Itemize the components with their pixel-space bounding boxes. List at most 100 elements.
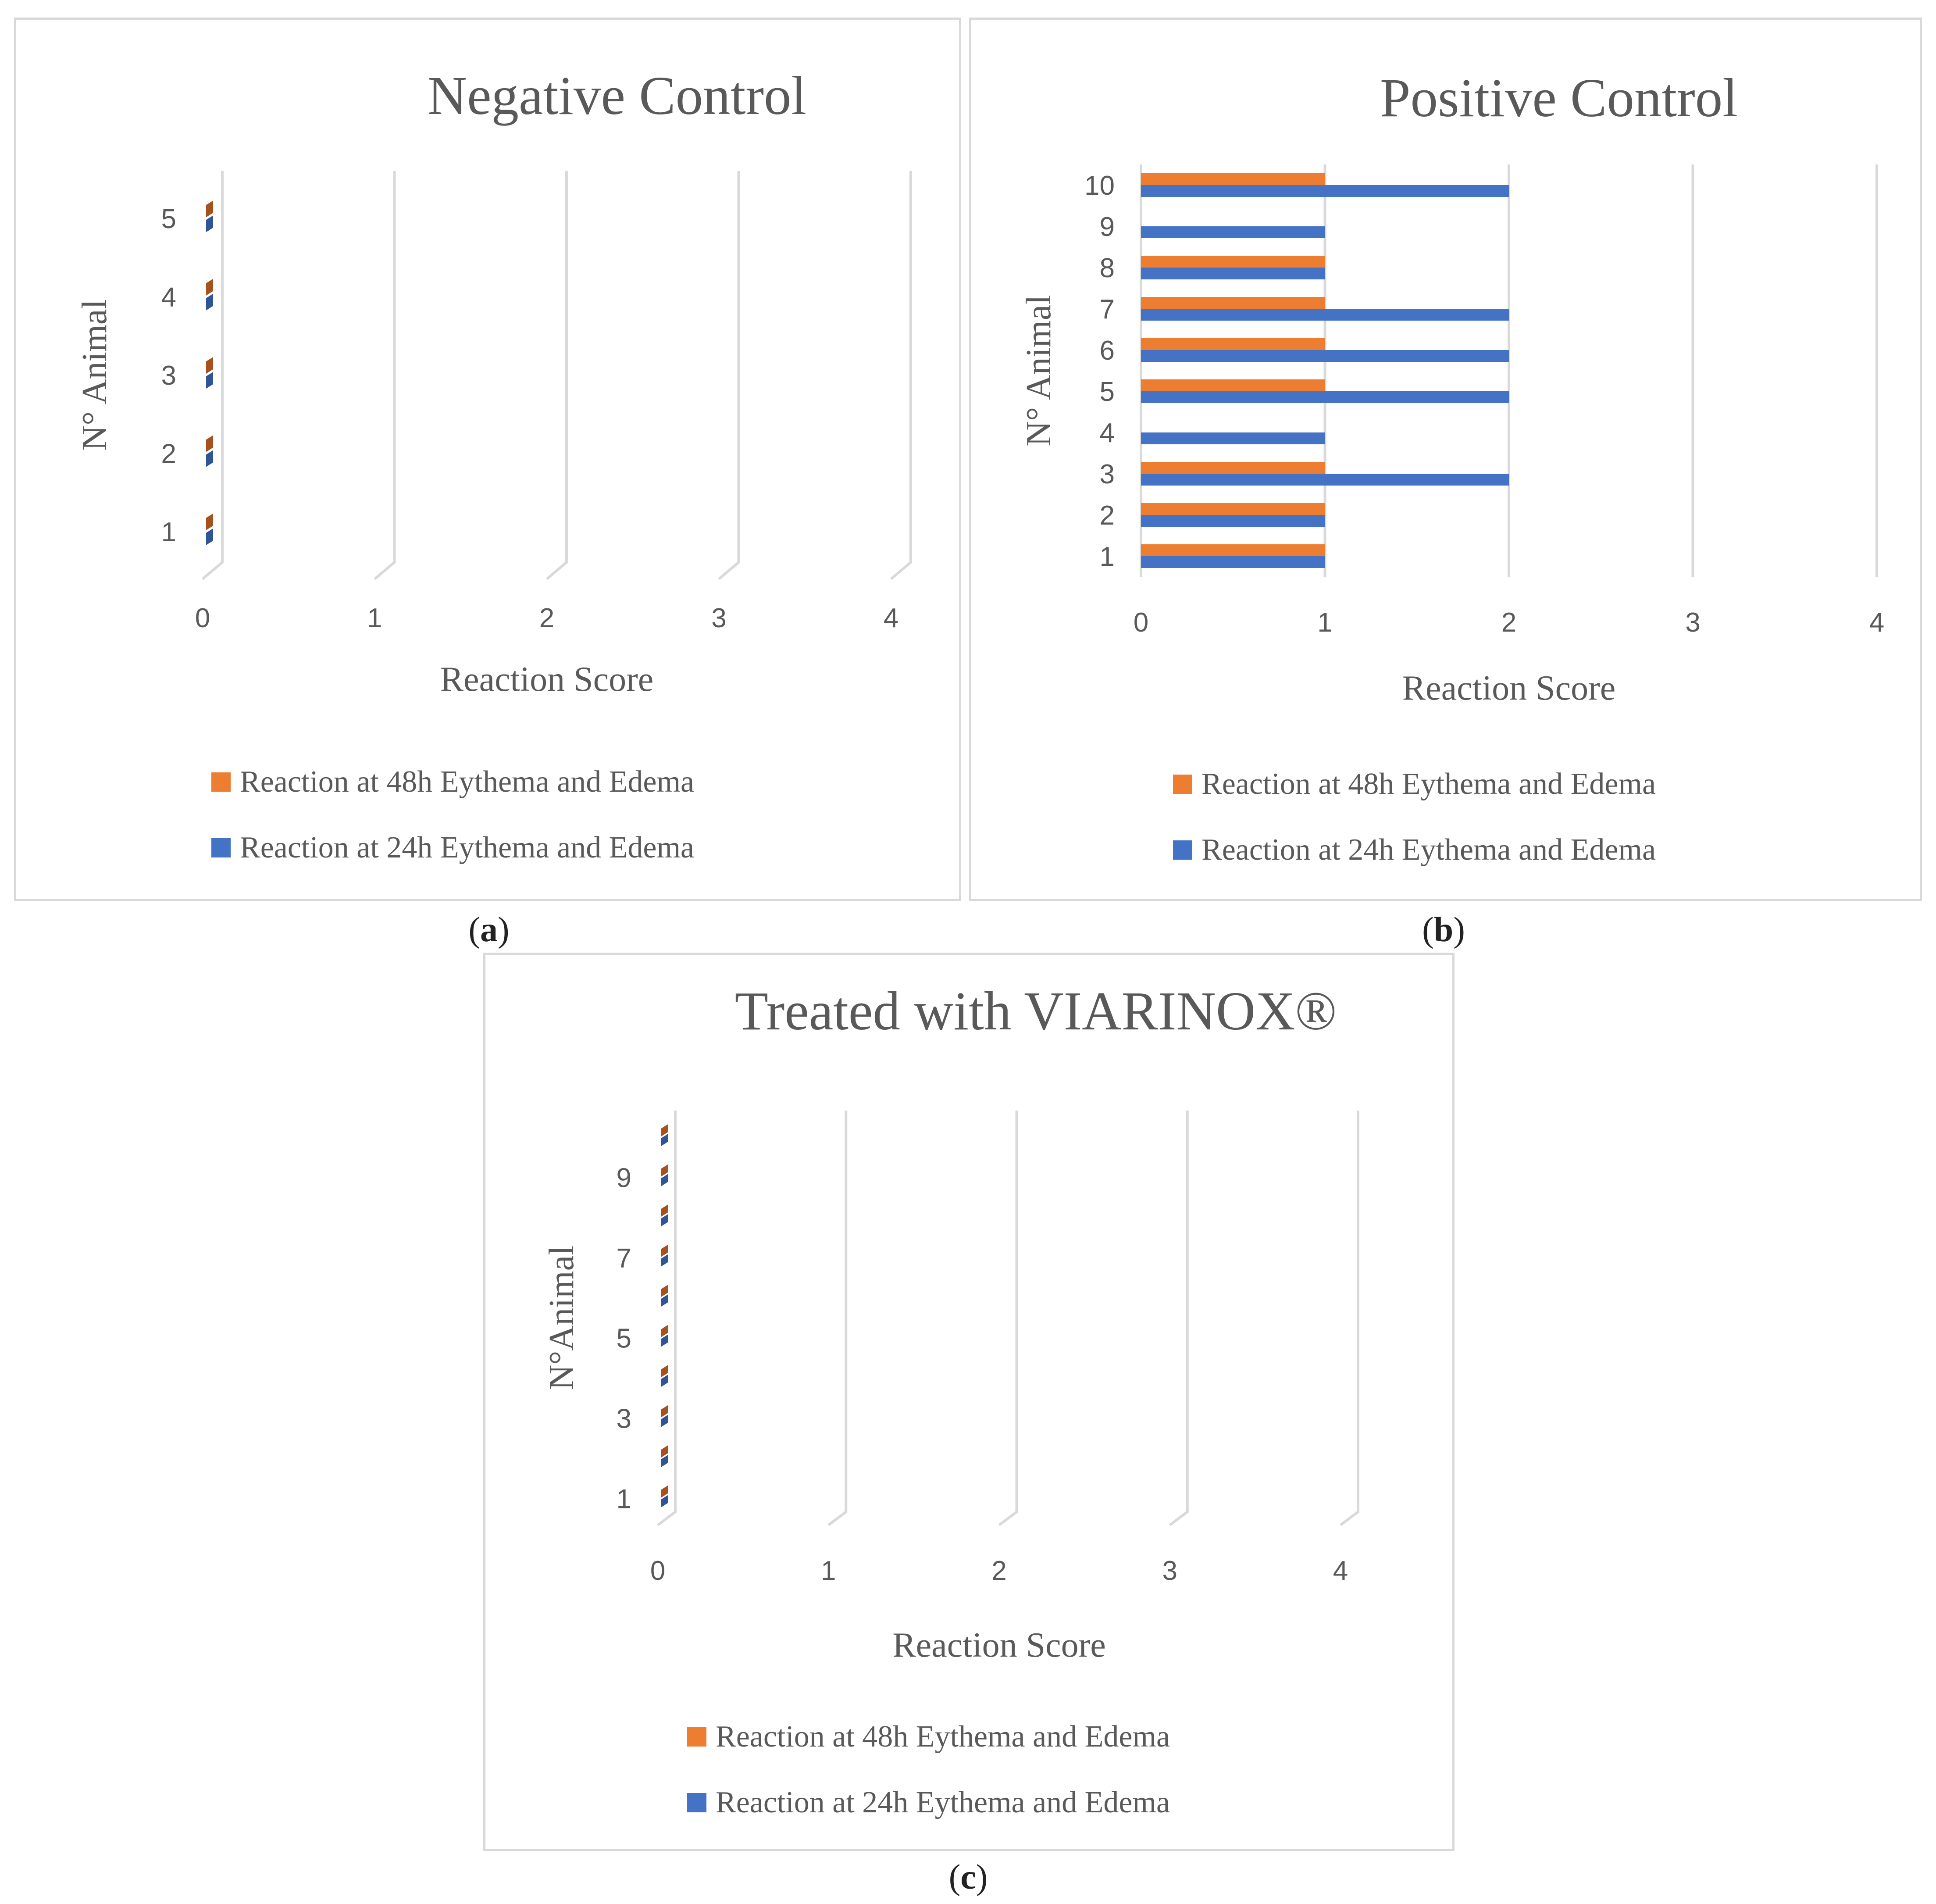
- chart-panel-c: Treated with VIARINOX® 0 1 2 3 4 Reaction Scor…: [483, 953, 1455, 1851]
- y-tick-label: 9: [617, 1163, 631, 1193]
- y-tick-label: 5: [617, 1323, 631, 1354]
- legend-swatch-48h: [211, 772, 231, 792]
- y-tick-label: 6: [1100, 336, 1115, 366]
- y-tick-label: 9: [1100, 212, 1115, 242]
- bar-48h: [661, 1204, 668, 1217]
- bar-48h: [661, 1405, 668, 1418]
- bar-24h: [206, 372, 213, 389]
- legend-label-24h: Reaction at 24h Eythema and Edema: [240, 831, 694, 864]
- bar-24h: [661, 1133, 668, 1146]
- bar-48h: [661, 1124, 668, 1136]
- x-tick-label: 0: [1134, 607, 1148, 638]
- gridline: [202, 171, 224, 580]
- chart-panel-a: Negative Control 0 1 2 3 4 Reaction Score N° An…: [14, 18, 961, 901]
- bar-24h: [206, 450, 213, 467]
- y-tick-label: 4: [161, 282, 176, 313]
- legend-swatch-48h: [687, 1727, 706, 1747]
- bar-24h: [661, 1214, 668, 1226]
- bar-48h: [206, 357, 213, 374]
- legend-swatch-48h: [1173, 775, 1192, 794]
- bar-24h: [1141, 226, 1325, 238]
- y-tick-label: 1: [1100, 542, 1115, 572]
- bar-24h: [1141, 515, 1325, 527]
- legend-swatch-24h: [211, 838, 231, 857]
- y-axis-label: N°Animal: [542, 1246, 581, 1390]
- bar-24h: [206, 528, 213, 545]
- bar-48h: [661, 1445, 668, 1457]
- bar-24h: [661, 1174, 668, 1186]
- gridline: [1340, 1111, 1359, 1526]
- bar-48h: [206, 200, 213, 218]
- chart-panel-b: Positive Control 0 1 2 3 4 Reaction Score N° An…: [969, 18, 1922, 901]
- y-tick-label: 2: [1100, 500, 1115, 531]
- x-axis-label: Reaction Score: [440, 660, 653, 699]
- x-tick-label: 1: [1317, 607, 1332, 638]
- legend-label-24h: Reaction at 24h Eythema and Edema: [1202, 833, 1656, 867]
- bar-24h: [1141, 556, 1325, 568]
- bar-24h: [1141, 432, 1325, 444]
- bar-24h: [661, 1254, 668, 1267]
- chart-c-svg: Treated with VIARINOX® 0 1 2 3 4 Reaction Scor…: [542, 981, 1359, 1819]
- bar-48h: [661, 1485, 668, 1498]
- gridline: [1169, 1111, 1189, 1526]
- bar-24h: [206, 293, 213, 311]
- bar-48h: [1141, 503, 1325, 515]
- bar-24h: [1141, 391, 1509, 403]
- x-tick-label: 3: [1162, 1556, 1177, 1586]
- gridline: [998, 1111, 1018, 1526]
- caption-a: (a): [468, 911, 510, 949]
- legend-label-48h: Reaction at 48h Eythema and Edema: [1202, 767, 1656, 801]
- y-tick-label: 2: [161, 439, 176, 469]
- bar-24h: [661, 1495, 668, 1507]
- x-tick-label: 4: [884, 603, 898, 633]
- bar-48h: [1141, 297, 1325, 309]
- bar-24h: [661, 1334, 668, 1347]
- y-tick-label: 7: [617, 1243, 631, 1273]
- gridline: [890, 171, 912, 580]
- chart-a-svg: Negative Control 0 1 2 3 4 Reaction Score N° An…: [75, 66, 912, 864]
- bar-48h: [1141, 462, 1325, 474]
- y-tick-label: 3: [161, 361, 176, 391]
- legend-label-48h: Reaction at 48h Eythema and Edema: [240, 765, 694, 799]
- caption-c: (c): [948, 1858, 988, 1897]
- bar-48h: [1141, 173, 1325, 185]
- x-tick-label: 1: [367, 603, 382, 633]
- legend-swatch-24h: [1173, 840, 1192, 860]
- y-tick-label: 5: [161, 204, 176, 234]
- bar-48h: [1141, 544, 1325, 556]
- y-tick-label: 4: [1100, 418, 1115, 448]
- chart-title: Treated with VIARINOX®: [735, 981, 1337, 1042]
- bar-24h: [1141, 474, 1509, 486]
- bar-48h: [206, 435, 213, 452]
- bar-48h: [1141, 256, 1325, 268]
- x-tick-label: 2: [991, 1556, 1006, 1586]
- bar-48h: [206, 513, 213, 530]
- legend-label-24h: Reaction at 24h Eythema and Edema: [716, 1786, 1170, 1819]
- y-tick-label: 1: [617, 1484, 631, 1514]
- y-tick-label: 8: [1100, 253, 1115, 283]
- x-tick-label: 2: [1501, 607, 1516, 638]
- bar-48h: [661, 1284, 668, 1297]
- x-tick-label: 2: [539, 603, 554, 633]
- x-tick-label: 0: [650, 1556, 665, 1586]
- gridline: [657, 1111, 677, 1526]
- x-tick-label: 0: [195, 603, 210, 633]
- bar-24h: [661, 1415, 668, 1427]
- legend-swatch-24h: [687, 1793, 706, 1812]
- bar-48h: [1141, 338, 1325, 350]
- gridline: [827, 1111, 848, 1526]
- y-axis-label: N° Animal: [75, 299, 114, 450]
- x-axis-label: Reaction Score: [892, 1626, 1105, 1665]
- y-axis-label: N° Animal: [1020, 295, 1058, 446]
- bar-24h: [661, 1374, 668, 1387]
- bar-24h: [1141, 268, 1325, 279]
- x-tick-label: 3: [1685, 607, 1700, 638]
- x-tick-label: 1: [821, 1556, 836, 1586]
- x-axis-label: Reaction Score: [1402, 669, 1615, 707]
- gridline: [718, 171, 740, 580]
- y-tick-label: 3: [617, 1404, 631, 1434]
- x-tick-label: 3: [711, 603, 726, 633]
- y-tick-label: 10: [1084, 171, 1115, 201]
- y-tick-label: 5: [1100, 377, 1115, 407]
- bar-48h: [661, 1325, 668, 1337]
